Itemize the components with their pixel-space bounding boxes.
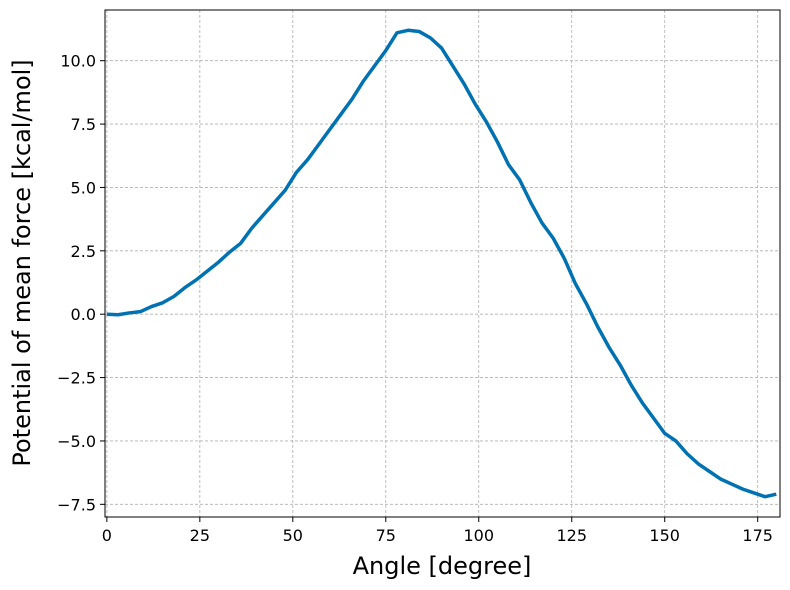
y-tick-label: 5.0	[71, 178, 96, 197]
y-tick-label: −7.5	[57, 495, 96, 514]
x-tick-label: 0	[102, 526, 112, 545]
y-tick-label: 10.0	[60, 52, 96, 71]
y-tick-label: −5.0	[57, 432, 96, 451]
y-tick-label: 2.5	[71, 242, 96, 261]
y-tick-label: 0.0	[71, 305, 96, 324]
x-axis-label: Angle [degree]	[353, 552, 532, 580]
y-tick-label: −2.5	[57, 369, 96, 388]
y-tick-label: 7.5	[71, 115, 96, 134]
x-tick-label: 175	[742, 526, 773, 545]
plot-frame	[104, 9, 781, 518]
x-tick-label: 150	[649, 526, 680, 545]
data-line	[106, 28, 777, 499]
x-tick-label: 25	[190, 526, 210, 545]
x-tick-label: 125	[556, 526, 587, 545]
x-tick-label: 50	[283, 526, 303, 545]
x-tick-label: 75	[376, 526, 396, 545]
x-tick-label: 100	[463, 526, 494, 545]
y-axis-label: Potential of mean force [kcal/mol]	[8, 59, 36, 466]
